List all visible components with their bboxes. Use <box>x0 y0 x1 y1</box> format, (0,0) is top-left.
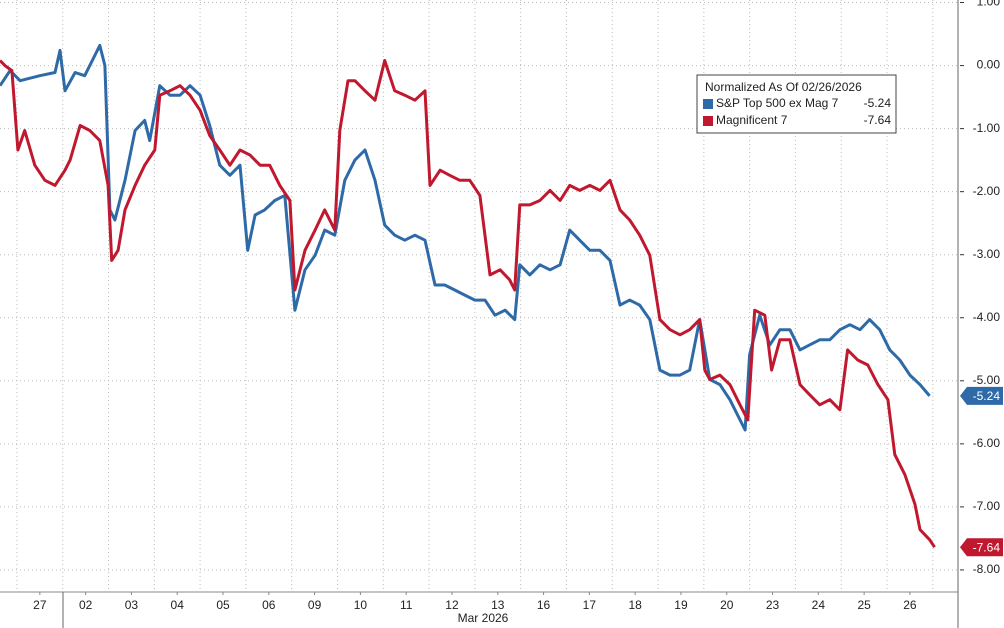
x-tick-label: 27 <box>33 598 47 612</box>
y-tick-label: -8.00 <box>973 562 1001 576</box>
x-tick-label: 05 <box>216 598 230 612</box>
y-tick-label: -7.00 <box>973 499 1001 513</box>
series-line <box>0 59 936 549</box>
x-tick-label: 04 <box>171 598 185 612</box>
x-tick-label: 20 <box>720 598 734 612</box>
legend-label: Magnificent 7 <box>716 113 788 127</box>
y-tick-label: 1.00 <box>977 0 1001 9</box>
last-value-label: -5.24 <box>973 389 1001 403</box>
x-tick-label: 10 <box>354 598 368 612</box>
y-tick-label: -5.00 <box>973 373 1001 387</box>
x-tick-label: 17 <box>583 598 597 612</box>
x-tick-label: 03 <box>125 598 139 612</box>
plot <box>0 43 936 549</box>
last-value-label: -7.64 <box>973 540 1001 554</box>
x-tick-label: 09 <box>308 598 322 612</box>
grid <box>0 0 958 592</box>
legend-entries: S&P Top 500 ex Mag 7 -5.24 Magnificent 7 -7… <box>703 96 891 127</box>
legend-title: Normalized As Of 02/26/2026 <box>705 80 862 94</box>
x-tick-label: 13 <box>491 598 505 612</box>
x-tick-label: 02 <box>79 598 93 612</box>
last-value-tag <box>960 386 1003 405</box>
x-tick-label: 11 <box>400 598 413 612</box>
x-axis-label: Mar 2026 <box>458 611 509 625</box>
x-tick-label: 26 <box>903 598 917 612</box>
axes: 1.00 0.00 -1.00 -2.00 -3.00 -4.00 -5.00 -6.00 -7… <box>33 0 1003 612</box>
x-tick-label: 19 <box>674 598 688 612</box>
y-tick-label: -3.00 <box>973 247 1001 261</box>
x-tick-label: 06 <box>262 598 276 612</box>
legend-swatch <box>703 99 713 109</box>
legend-box <box>696 74 897 134</box>
legend-value: -5.24 <box>864 96 892 110</box>
x-tick-label: 24 <box>812 598 826 612</box>
y-tick-label: -2.00 <box>973 184 1001 198</box>
y-tick-label: -1.00 <box>973 121 1001 135</box>
last-value-tag <box>960 538 1003 557</box>
y-tick-label: -6.00 <box>973 436 1001 450</box>
legend-label: S&P Top 500 ex Mag 7 <box>716 96 839 110</box>
y-tick-label: 0.00 <box>977 58 1001 72</box>
y-tick-label: -4.00 <box>973 310 1001 324</box>
x-tick-label: 12 <box>445 598 459 612</box>
x-tick-label: 25 <box>857 598 871 612</box>
legend-swatch <box>703 116 713 126</box>
legend-value: -7.64 <box>864 113 892 127</box>
x-tick-label: 18 <box>628 598 642 612</box>
legend: Normalized As Of 02/26/2026 <box>696 74 897 134</box>
x-tick-label: 23 <box>766 598 780 612</box>
x-tick-label: 16 <box>537 598 551 612</box>
